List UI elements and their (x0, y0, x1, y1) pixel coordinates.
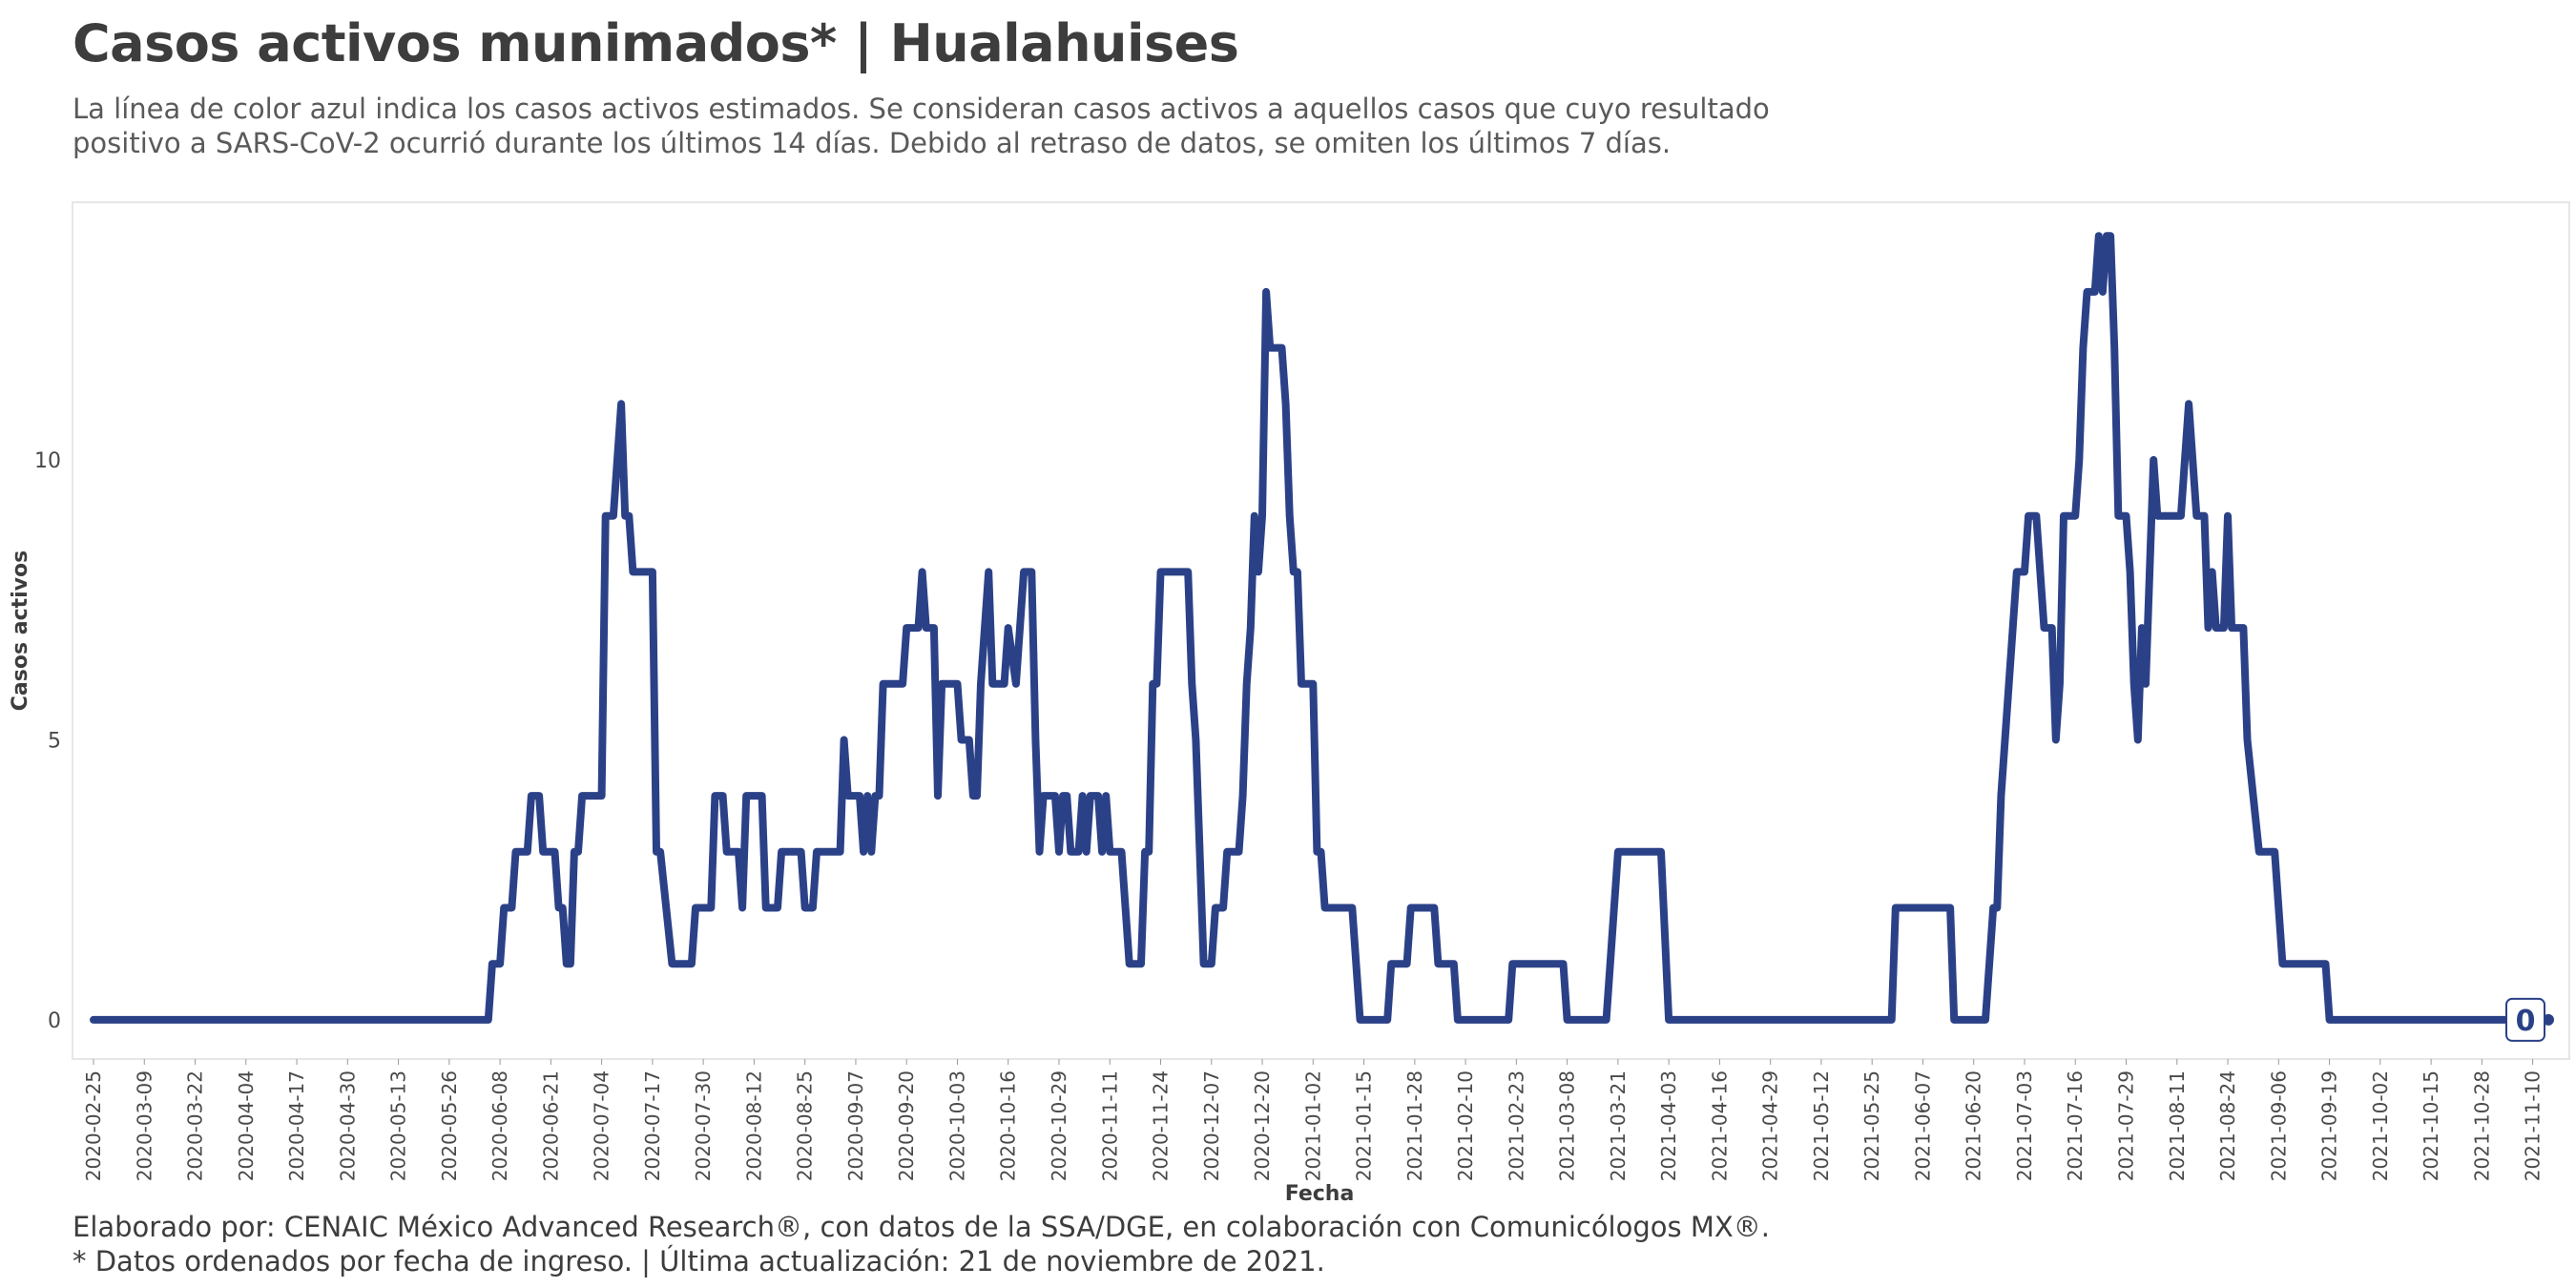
x-tick-label: 2021-08-24 (2216, 1070, 2239, 1181)
x-tick-label: 2021-04-29 (1759, 1070, 1782, 1181)
x-tick-label: 2020-02-25 (82, 1070, 105, 1181)
y-axis: 0 5 10 (34, 449, 61, 1033)
x-tick-label: 2021-07-29 (2115, 1070, 2138, 1181)
x-tick-label: 2020-05-26 (438, 1070, 461, 1181)
x-axis: 2020-02-25 2020-03-09 2020-03-22 2020-04-04… (82, 1059, 2545, 1181)
end-value-label: 0 (2516, 1005, 2536, 1038)
x-tick-label: 2020-03-09 (133, 1070, 156, 1181)
x-tick-label: 2020-07-04 (591, 1070, 613, 1181)
x-tick-label: 2020-09-07 (844, 1070, 867, 1181)
x-tick-label: 2020-04-17 (285, 1070, 308, 1181)
x-tick-label: 2020-07-30 (692, 1070, 715, 1181)
x-tick-label: 2021-01-02 (1301, 1070, 1324, 1181)
x-tick-label: 2020-09-20 (895, 1070, 918, 1181)
y-tick-label: 0 (48, 1009, 61, 1033)
x-tick-label: 2021-09-19 (2318, 1070, 2341, 1181)
chart-subtitle: La línea de color azul indica los casos … (73, 93, 1770, 159)
x-tick-label: 2020-11-11 (1098, 1070, 1121, 1181)
x-tick-label: 2021-03-08 (1556, 1070, 1579, 1181)
x-tick-label: 2021-07-16 (2064, 1070, 2087, 1181)
x-tick-label: 2020-06-08 (488, 1070, 511, 1181)
x-tick-label: 2021-10-02 (2369, 1070, 2392, 1181)
x-tick-label: 2021-01-15 (1353, 1070, 1376, 1181)
x-tick-label: 2021-10-28 (2470, 1070, 2493, 1181)
y-axis-title: Casos activos (9, 551, 32, 711)
x-axis-title: Fecha (1285, 1182, 1355, 1206)
x-tick-label: 2021-05-25 (1860, 1070, 1883, 1181)
x-tick-label: 2021-11-10 (2522, 1070, 2545, 1181)
x-tick-label: 2021-06-07 (1911, 1070, 1934, 1181)
x-tick-label: 2021-08-11 (2166, 1070, 2189, 1181)
x-tick-label: 2020-07-17 (641, 1070, 664, 1181)
x-tick-label: 2020-10-16 (997, 1070, 1020, 1181)
y-tick-label: 10 (34, 449, 61, 473)
x-tick-label: 2020-08-25 (794, 1070, 817, 1181)
x-tick-label: 2020-04-30 (336, 1070, 359, 1181)
series-line-casos-activos (90, 232, 2552, 1024)
page-title: Casos activos munimados* | Hualahuises (73, 13, 1239, 73)
caption: Elaborado por: CENAIC México Advanced Re… (73, 1210, 1770, 1278)
x-tick-label: 2021-04-03 (1657, 1070, 1680, 1181)
x-tick-label: 2021-05-12 (1810, 1070, 1833, 1181)
x-tick-label: 2021-04-16 (1708, 1070, 1731, 1181)
plot-panel (72, 201, 2570, 1060)
x-tick-label: 2021-10-15 (2420, 1070, 2442, 1181)
x-tick-label: 2021-09-06 (2267, 1070, 2290, 1181)
x-tick-label: 2020-10-29 (1048, 1070, 1070, 1181)
x-tick-label: 2021-01-28 (1403, 1070, 1426, 1181)
caption-credit: Elaborado por: CENAIC México Advanced Re… (73, 1211, 1770, 1243)
x-tick-label: 2020-04-04 (235, 1070, 258, 1181)
x-tick-label: 2021-06-20 (1963, 1070, 1985, 1181)
x-tick-label: 2020-05-13 (387, 1070, 410, 1181)
x-tick-label: 2020-12-20 (1251, 1070, 1274, 1181)
x-tick-label: 2021-02-23 (1505, 1070, 1527, 1181)
x-tick-label: 2020-03-22 (184, 1070, 207, 1181)
x-tick-label: 2020-06-21 (539, 1070, 562, 1181)
x-tick-label: 2021-03-21 (1607, 1070, 1630, 1181)
end-value-label-box (2505, 997, 2545, 1042)
x-tick-label: 2021-02-10 (1454, 1070, 1477, 1181)
x-tick-label: 2020-12-07 (1200, 1070, 1223, 1181)
y-tick-label: 5 (48, 729, 61, 753)
x-tick-label: 2020-11-24 (1150, 1070, 1173, 1181)
x-tick-label: 2021-07-03 (2013, 1070, 2036, 1181)
x-tick-label: 2020-08-12 (742, 1070, 765, 1181)
caption-note: * Datos ordenados por fecha de ingreso. … (73, 1245, 1325, 1278)
x-tick-label: 2020-10-03 (945, 1070, 968, 1181)
